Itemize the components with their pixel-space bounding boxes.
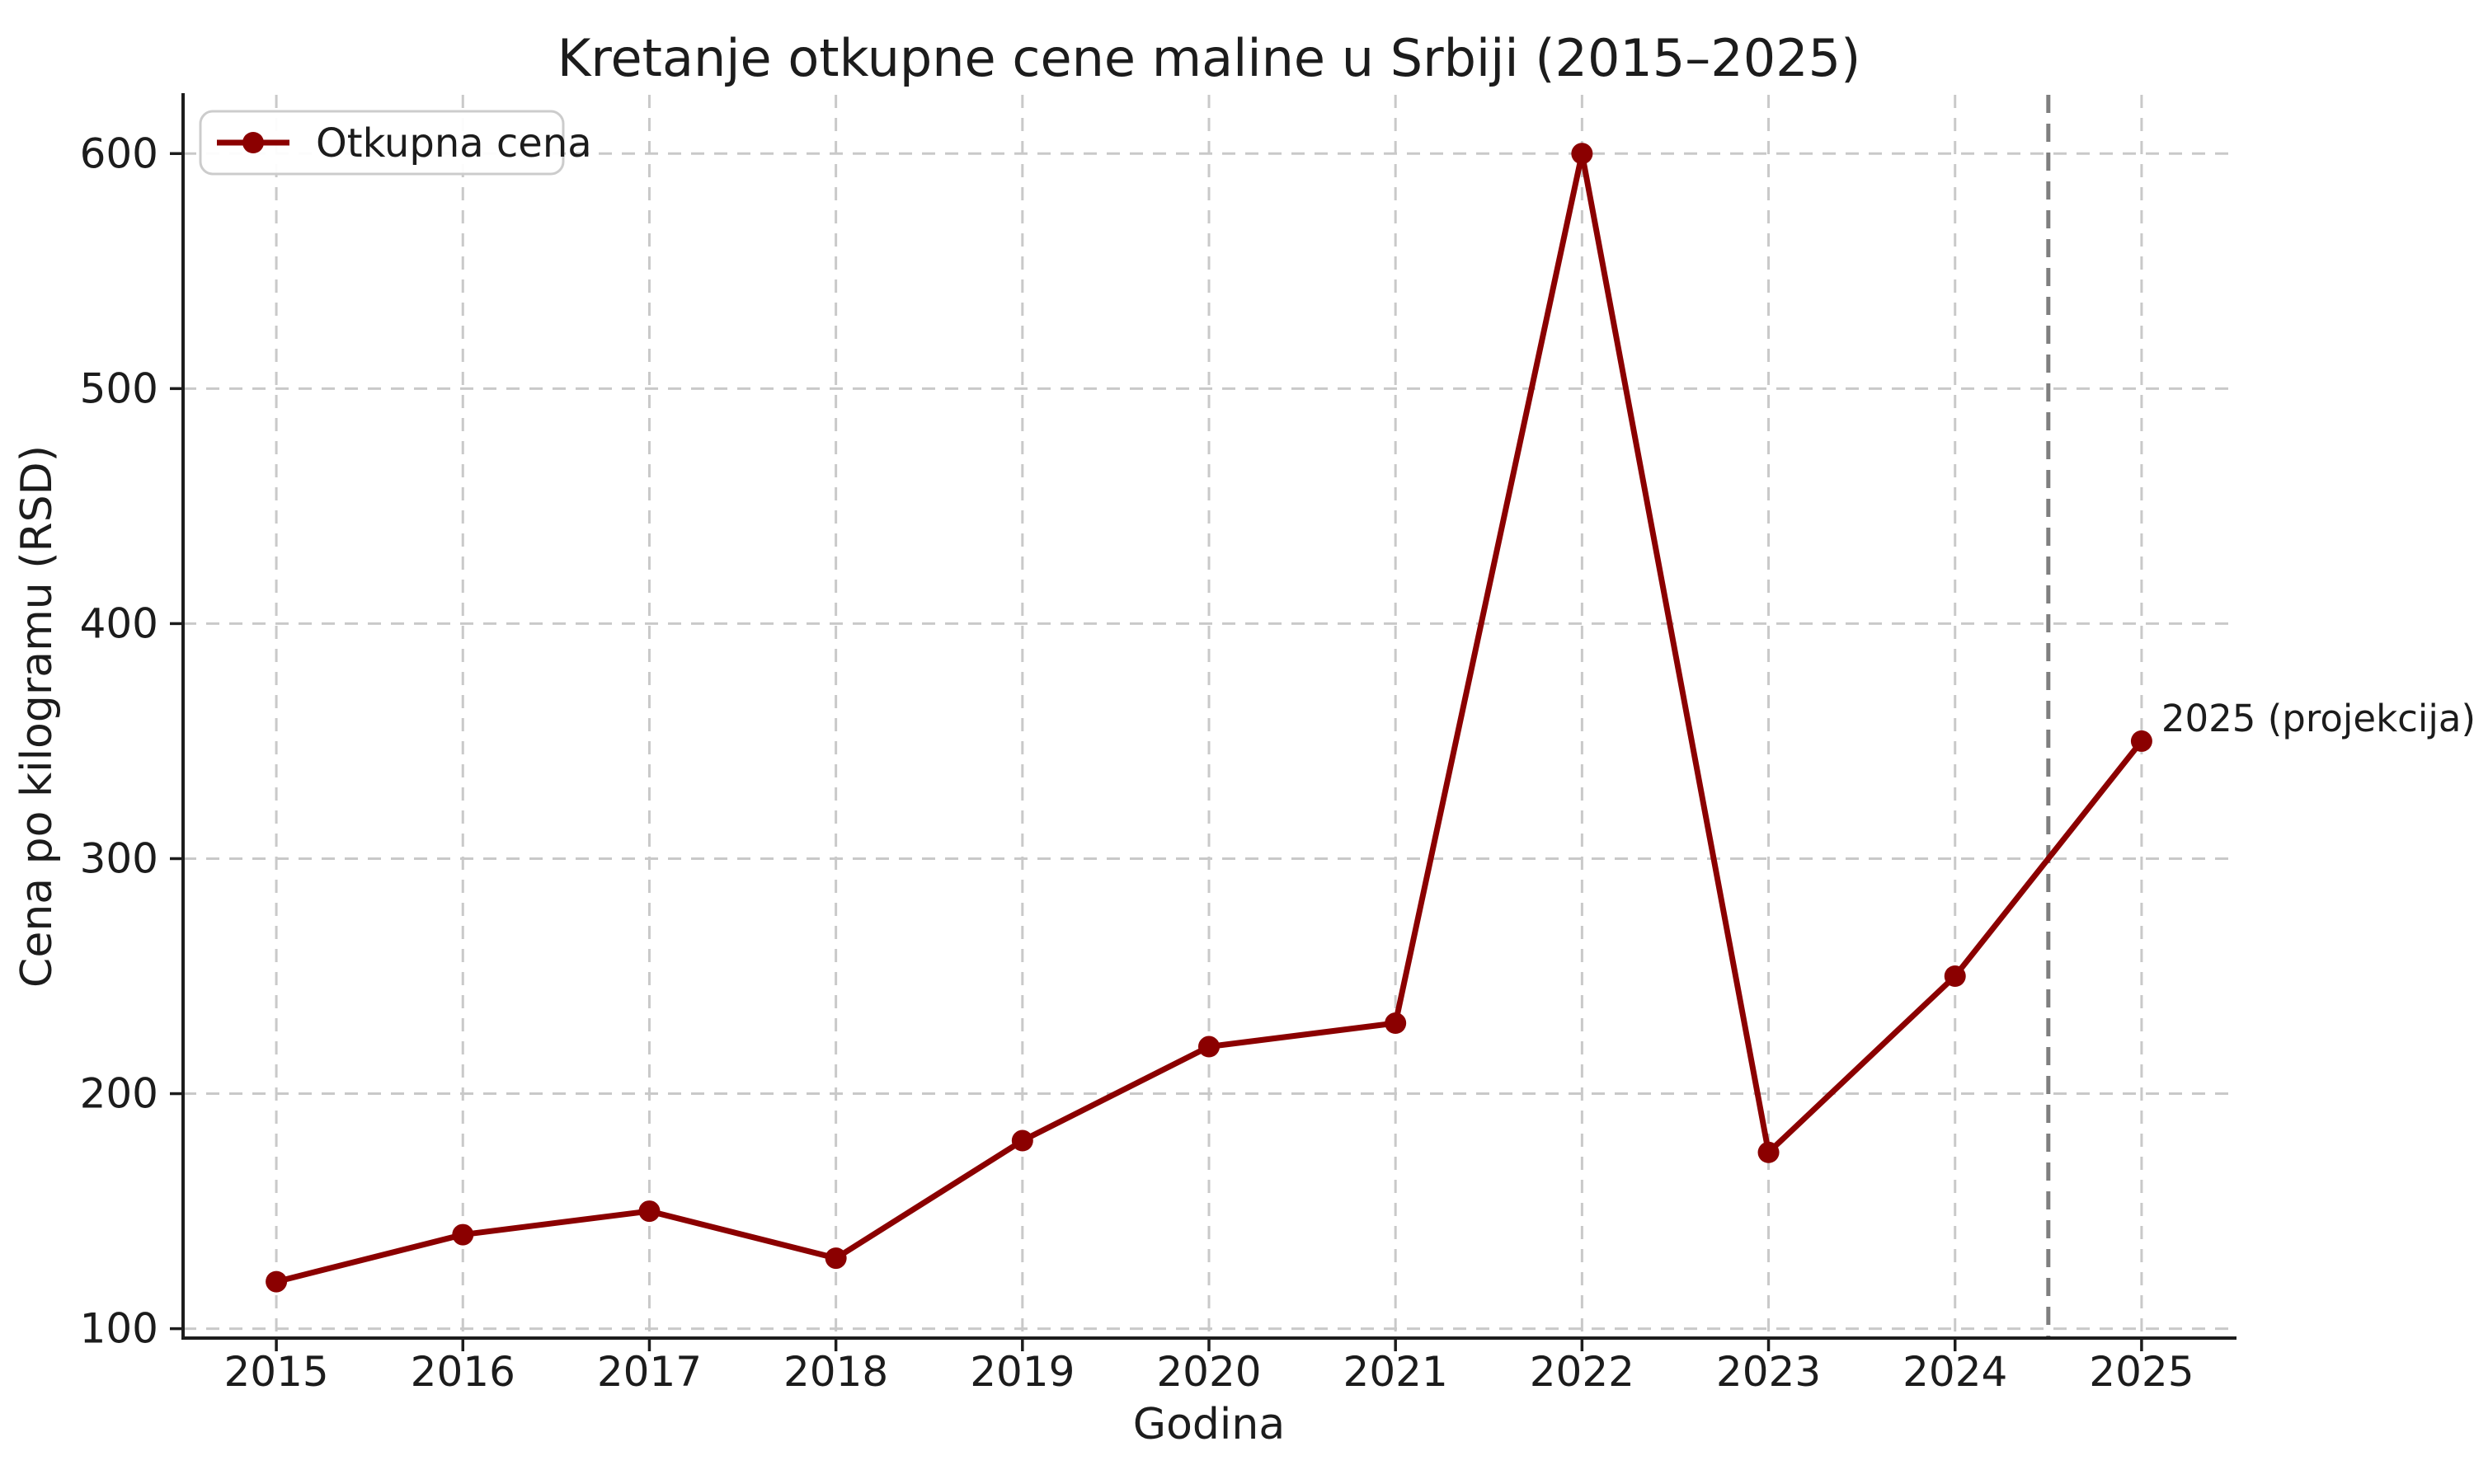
x-axis-label: Godina — [1133, 1400, 1285, 1449]
legend-box — [199, 110, 565, 176]
data-point-marker — [1385, 1012, 1407, 1035]
y-tick-label: 100 — [80, 1305, 158, 1353]
data-point-marker — [1757, 1141, 1780, 1163]
y-tick-label: 300 — [80, 834, 158, 882]
axis-ticks-layer: 2015 2016 2017 2018 2019 2020 2021 2022 2023 2024… — [80, 129, 2194, 1396]
x-tick-label: 2025 — [2089, 1348, 2194, 1396]
series-layer — [266, 143, 2152, 1293]
y-tick-label: 500 — [80, 364, 158, 412]
chart-title: Kretanje otkupne cene maline u Srbiji (2… — [557, 28, 1861, 88]
y-tick-label: 600 — [80, 129, 158, 177]
y-tick-label: 400 — [80, 599, 158, 647]
data-point-marker — [1198, 1036, 1220, 1058]
x-tick-label: 2020 — [1156, 1348, 1261, 1396]
x-tick-label: 2023 — [1716, 1348, 1821, 1396]
y-axis-label: Cena po kilogramu (RSD) — [12, 445, 62, 988]
legend-label: Otkupna cena — [316, 120, 592, 167]
x-tick-label: 2024 — [1903, 1348, 2007, 1396]
data-point-marker — [825, 1247, 847, 1270]
x-tick-label: 2021 — [1343, 1348, 1448, 1396]
data-point-marker — [452, 1223, 474, 1246]
data-point-marker — [266, 1270, 288, 1293]
x-tick-label: 2018 — [783, 1348, 888, 1396]
x-tick-label: 2022 — [1530, 1348, 1634, 1396]
data-point-marker — [1571, 143, 1593, 165]
grid-layer — [183, 95, 2235, 1338]
x-tick-label: 2016 — [411, 1348, 515, 1396]
data-point-marker — [1944, 965, 1966, 987]
x-tick-label: 2015 — [223, 1348, 328, 1396]
data-point-marker — [2130, 730, 2152, 752]
x-tick-label: 2017 — [597, 1348, 702, 1396]
x-tick-label: 2019 — [970, 1348, 1075, 1396]
legend: Otkupna cena — [199, 110, 592, 176]
legend-marker-sample — [242, 132, 264, 153]
data-point-marker — [1011, 1129, 1033, 1152]
y-tick-label: 200 — [80, 1070, 158, 1118]
projection-annotation: 2025 (projekcija) — [2161, 697, 2474, 740]
data-point-marker — [638, 1200, 661, 1223]
